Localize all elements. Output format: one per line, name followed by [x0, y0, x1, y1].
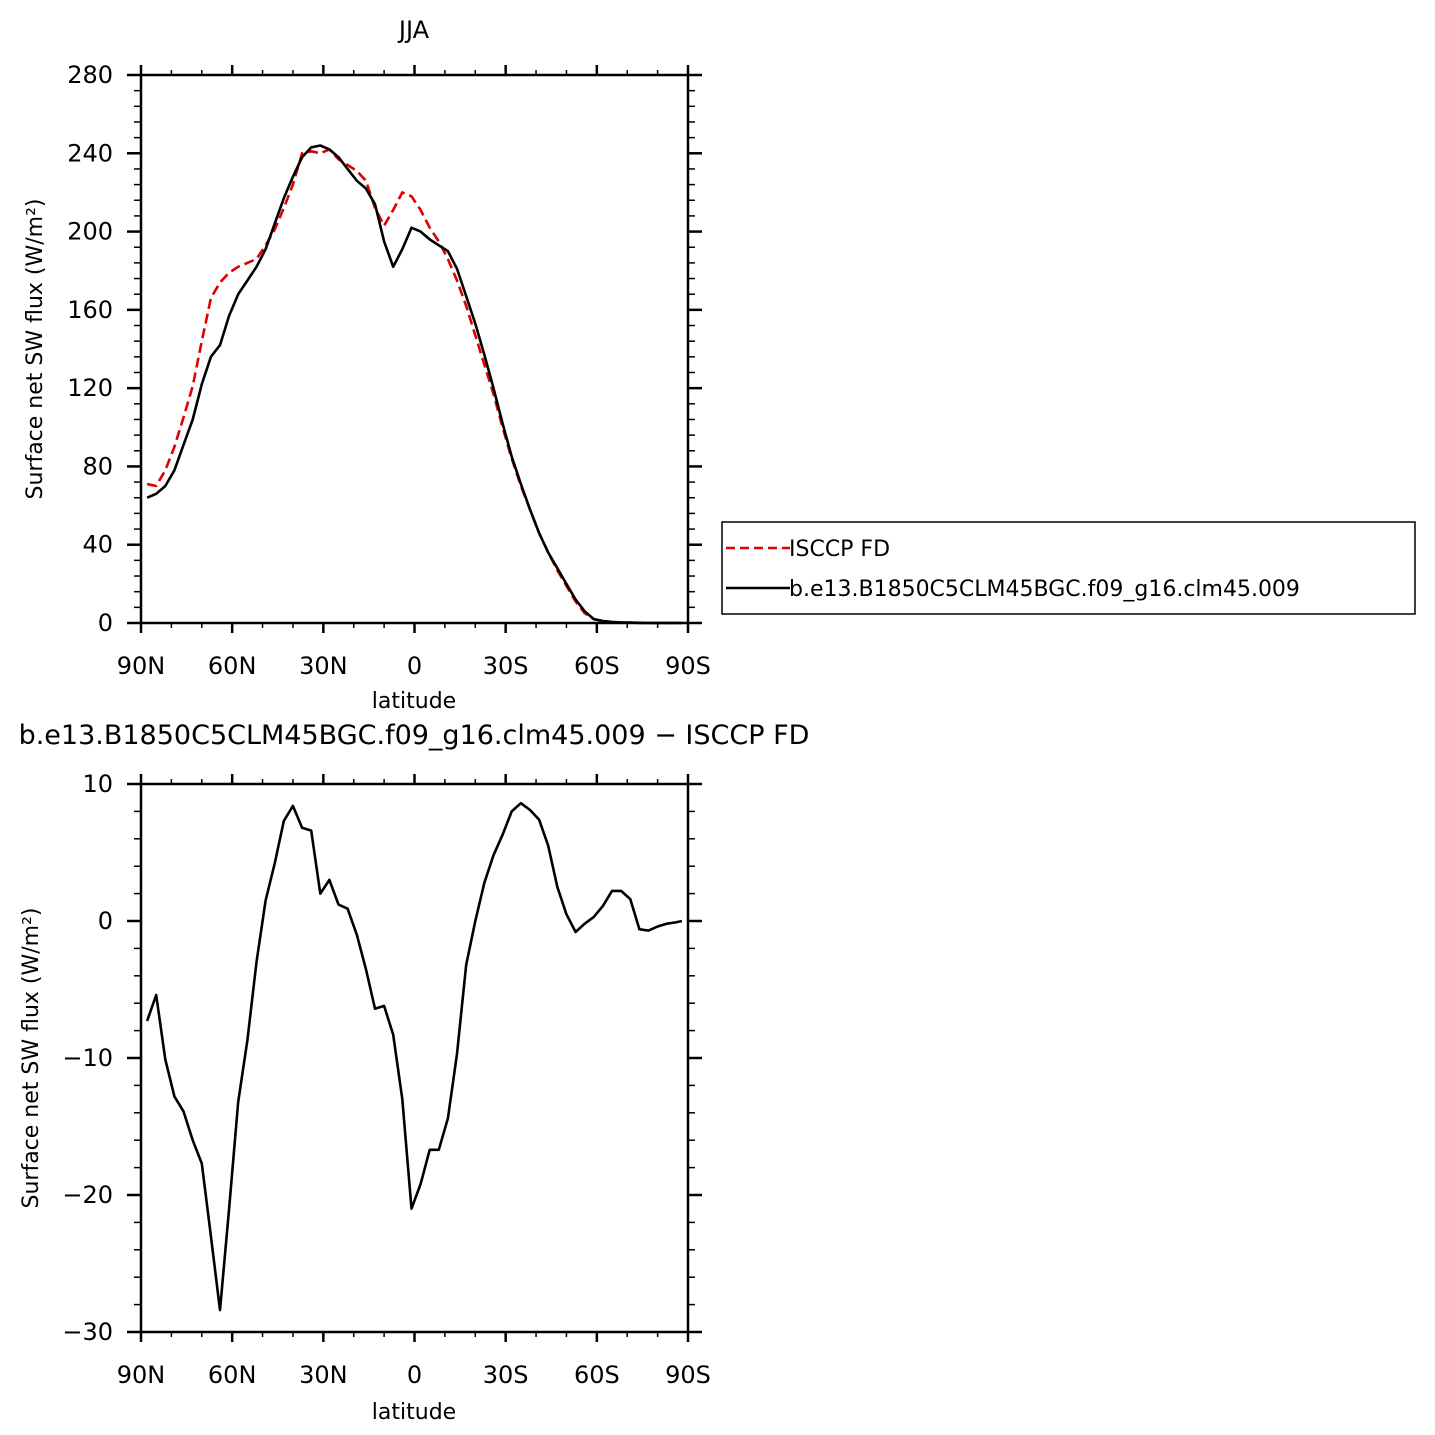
top-x-axis-label: latitude [372, 689, 456, 714]
top-axis-ticks [127, 65, 702, 633]
legend-label-isccp: ISCCP FD [789, 537, 890, 562]
top-y-tick-label: 160 [67, 296, 113, 324]
top-series-line-1 [146, 144, 682, 625]
top-y-tick-label: 120 [67, 374, 113, 402]
bottom-y-tick-label: −30 [62, 1318, 113, 1346]
top-x-tick-label: 0 [407, 652, 422, 680]
bottom-x-tick-label: 60S [574, 1361, 620, 1389]
bottom-x-tick-label: 30S [483, 1361, 529, 1389]
bottom-plot-frame [139, 782, 690, 1334]
top-x-tick-label: 60N [208, 652, 257, 680]
bottom-series-line-0 [145, 801, 683, 1312]
top-x-tick-label: 60S [574, 652, 620, 680]
top-y-tick-label: 240 [67, 139, 113, 167]
top-x-tick-label: 30S [483, 652, 529, 680]
bottom-title: b.e13.B1850C5CLM45BGC.f09_g16.clm45.009 … [19, 720, 810, 751]
bottom-y-axis-label: Surface net SW flux (W/m²) [19, 907, 44, 1208]
top-y-tick-label: 0 [98, 609, 113, 637]
top-y-tick-label: 280 [67, 61, 113, 89]
top-y-tick-label: 40 [82, 531, 113, 559]
bottom-y-tick-label: 0 [98, 907, 113, 935]
bottom-x-tick-label: 30N [299, 1361, 348, 1389]
top-y-tick-label: 80 [82, 452, 113, 480]
top-y-axis-label: Surface net SW flux (W/m²) [23, 198, 48, 499]
top-series-group [146, 144, 682, 625]
top-panel: JJA 90N 60N 30N 0 30S 60S 90S 0 40 80 120 160 200 240… [23, 16, 1416, 714]
legend: ISCCP FD b.e13.B1850C5CLM45BGC.f09_g16.c… [721, 521, 1416, 615]
bottom-x-tick-label: 0 [407, 1361, 422, 1389]
bottom-y-tick-label: −10 [62, 1044, 113, 1072]
bottom-x-tick-label: 60N [208, 1361, 257, 1389]
bottom-x-tick-label: 90S [665, 1361, 711, 1389]
legend-label-model: b.e13.B1850C5CLM45BGC.f09_g16.clm45.009 [789, 577, 1300, 602]
top-tick-labels: 90N 60N 30N 0 30S 60S 90S 0 40 80 120 160 200 240 280 [67, 61, 711, 680]
legend-box [721, 521, 1416, 615]
bottom-y-tick-label: −20 [62, 1181, 113, 1209]
top-x-tick-label: 30N [299, 652, 348, 680]
top-series-line-0 [146, 148, 682, 625]
top-x-tick-label: 90S [665, 652, 711, 680]
top-plot-frame [139, 73, 690, 625]
top-x-tick-label: 90N [117, 652, 166, 680]
bottom-tick-labels: 90N 60N 30N 0 30S 60S 90S −30 −20 −10 0 10 [62, 770, 711, 1389]
bottom-series-group [145, 801, 683, 1312]
top-title: JJA [397, 16, 430, 44]
bottom-panel: b.e13.B1850C5CLM45BGC.f09_g16.clm45.009 … [19, 720, 810, 1425]
top-y-tick-label: 200 [67, 218, 113, 246]
bottom-x-tick-label: 90N [117, 1361, 166, 1389]
bottom-y-tick-label: 10 [82, 770, 113, 798]
bottom-x-axis-label: latitude [372, 1400, 456, 1425]
